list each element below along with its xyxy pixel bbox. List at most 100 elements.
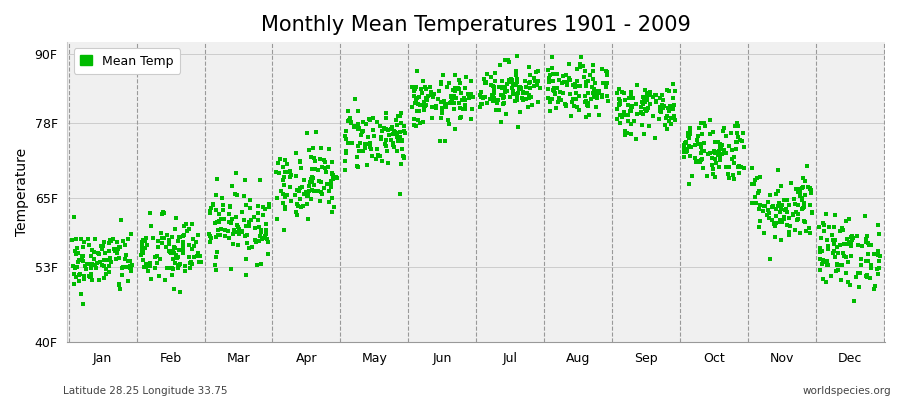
Point bbox=[398, 130, 412, 136]
Point bbox=[825, 250, 840, 256]
Point bbox=[730, 130, 744, 136]
Point bbox=[448, 85, 463, 91]
Point bbox=[95, 246, 110, 252]
Point bbox=[315, 164, 329, 170]
Point bbox=[562, 76, 577, 83]
Point bbox=[176, 222, 191, 229]
Point bbox=[813, 267, 827, 274]
Point bbox=[178, 262, 193, 269]
Point bbox=[553, 89, 567, 96]
Point bbox=[393, 134, 408, 141]
Point bbox=[769, 220, 783, 226]
Point bbox=[679, 140, 693, 146]
Point bbox=[310, 129, 324, 135]
Point bbox=[572, 107, 586, 113]
Point bbox=[166, 244, 181, 250]
Point bbox=[84, 253, 98, 259]
Point bbox=[760, 199, 775, 206]
Point bbox=[391, 138, 405, 144]
Point bbox=[762, 192, 777, 198]
Point bbox=[638, 87, 652, 94]
Point bbox=[253, 177, 267, 183]
Point bbox=[769, 212, 783, 219]
Point bbox=[165, 265, 179, 271]
Point bbox=[409, 84, 423, 90]
Point bbox=[695, 156, 709, 163]
Point bbox=[380, 148, 394, 154]
Point bbox=[728, 146, 742, 153]
Point bbox=[325, 209, 339, 216]
Point bbox=[841, 278, 855, 285]
Point bbox=[366, 132, 381, 139]
Point bbox=[166, 248, 180, 255]
Point bbox=[766, 203, 780, 210]
Point bbox=[354, 132, 368, 138]
Point bbox=[812, 223, 826, 230]
Point bbox=[366, 115, 381, 121]
Point bbox=[363, 117, 377, 123]
Point bbox=[847, 298, 861, 304]
Point bbox=[595, 92, 609, 98]
Point bbox=[636, 131, 651, 137]
Point bbox=[259, 226, 274, 233]
Point bbox=[706, 129, 720, 136]
Point bbox=[88, 262, 103, 268]
Point bbox=[393, 113, 408, 119]
Point bbox=[102, 240, 116, 246]
Point bbox=[114, 217, 129, 224]
Point bbox=[438, 100, 453, 107]
Point bbox=[773, 219, 788, 226]
Point bbox=[96, 242, 111, 249]
Point bbox=[863, 275, 878, 281]
Point bbox=[798, 218, 813, 225]
Point bbox=[681, 134, 696, 141]
Point bbox=[172, 247, 186, 253]
Point bbox=[378, 141, 392, 147]
Point bbox=[527, 78, 542, 84]
Point bbox=[814, 235, 828, 242]
Point bbox=[304, 196, 319, 202]
Point bbox=[424, 89, 438, 96]
Point bbox=[209, 192, 223, 198]
Point bbox=[487, 84, 501, 91]
Point bbox=[75, 254, 89, 260]
Point bbox=[802, 225, 816, 231]
Point bbox=[123, 262, 138, 269]
Point bbox=[307, 182, 321, 188]
Point bbox=[850, 242, 865, 248]
Point bbox=[182, 242, 196, 248]
Point bbox=[867, 251, 881, 258]
Point bbox=[189, 238, 203, 245]
Point bbox=[746, 181, 760, 188]
Point bbox=[753, 202, 768, 209]
Point bbox=[509, 72, 524, 78]
Point bbox=[118, 256, 132, 262]
Point bbox=[805, 209, 819, 216]
Point bbox=[774, 218, 788, 224]
Point bbox=[390, 148, 404, 154]
Point bbox=[67, 214, 81, 220]
Point bbox=[685, 173, 699, 179]
Point bbox=[169, 252, 184, 258]
Point bbox=[828, 237, 842, 244]
Point bbox=[78, 263, 93, 269]
Point bbox=[569, 96, 583, 102]
Point bbox=[143, 210, 157, 217]
Point bbox=[579, 98, 593, 104]
Point bbox=[548, 91, 562, 97]
Point bbox=[409, 100, 423, 107]
Point bbox=[115, 272, 130, 279]
Point bbox=[464, 78, 479, 84]
Point bbox=[418, 84, 432, 90]
Point bbox=[355, 128, 369, 135]
Point bbox=[242, 245, 256, 251]
Point bbox=[166, 266, 180, 272]
Point bbox=[527, 75, 542, 81]
Point bbox=[245, 244, 259, 250]
Point bbox=[410, 68, 424, 74]
Point bbox=[80, 260, 94, 267]
Point bbox=[123, 265, 138, 272]
Point bbox=[845, 235, 859, 242]
Point bbox=[511, 90, 526, 96]
Point bbox=[407, 122, 421, 128]
